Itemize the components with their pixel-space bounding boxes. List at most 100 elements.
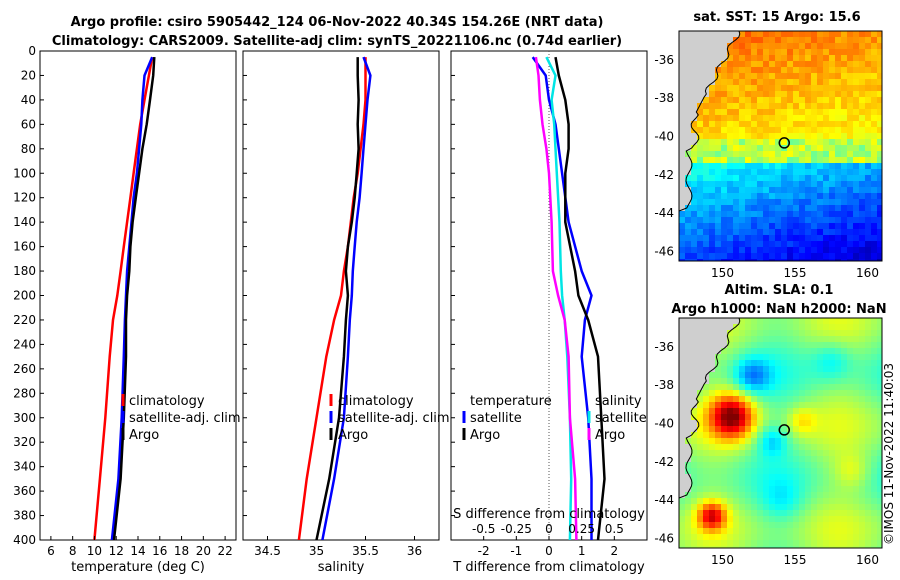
map-cell <box>679 534 686 541</box>
map-cell <box>697 241 704 248</box>
map-cell <box>799 217 806 224</box>
sal-legend-climatology-label: climatology <box>338 394 414 409</box>
map-cell <box>733 109 740 116</box>
map-cell <box>793 193 800 200</box>
map-cell <box>727 378 734 385</box>
map-cell <box>835 187 842 194</box>
map-cell <box>853 193 860 200</box>
map-cell <box>841 61 848 68</box>
map-cell <box>781 324 788 331</box>
map-cell <box>811 510 818 517</box>
map-cell <box>703 121 710 128</box>
map-cell <box>847 384 854 391</box>
sla-map-title-line2: Argo h1000: NaN h2000: NaN <box>671 302 886 317</box>
map-cell <box>769 121 776 128</box>
map-cell <box>805 217 812 224</box>
map-cell <box>691 253 698 260</box>
map-cell <box>817 175 824 182</box>
map-cell <box>817 474 824 481</box>
map-cell <box>835 73 842 80</box>
map-cell <box>811 79 818 86</box>
difference-plot-lines <box>531 51 606 540</box>
map-cell <box>805 450 812 457</box>
map-cell <box>739 444 746 451</box>
map-cell <box>745 181 752 188</box>
map-cell <box>775 342 782 349</box>
map-cell <box>685 414 692 421</box>
map-cell <box>865 217 872 224</box>
map-cell <box>823 163 830 170</box>
map-cell <box>685 133 692 140</box>
map-cell <box>883 223 890 230</box>
map-cell <box>799 348 806 355</box>
map-cell <box>883 37 890 44</box>
map-cell <box>733 55 740 62</box>
map-cell <box>853 498 860 505</box>
map-cell <box>805 97 812 104</box>
map-cell <box>733 235 740 242</box>
map-cell <box>859 396 866 403</box>
map-cell <box>835 109 842 116</box>
map-cell <box>691 175 698 182</box>
map-cell <box>823 462 830 469</box>
main-title-line2: Climatology: CARS2009. Satellite-adj cli… <box>52 34 622 49</box>
sst-map-title: sat. SST: 15 Argo: 15.6 <box>693 10 860 25</box>
map-cell <box>793 318 800 325</box>
map-cell <box>835 432 842 439</box>
map-cell <box>841 205 848 212</box>
map-cell <box>733 510 740 517</box>
map-cell <box>781 408 788 415</box>
map-cell <box>703 235 710 242</box>
map-cell <box>697 402 704 409</box>
map-cell <box>703 540 710 547</box>
map-cell <box>859 181 866 188</box>
map-cell <box>853 432 860 439</box>
map-cell <box>739 342 746 349</box>
map-cell <box>829 408 836 415</box>
map-cell <box>805 175 812 182</box>
map-cell <box>685 163 692 170</box>
map-cell <box>799 205 806 212</box>
map-cell <box>775 480 782 487</box>
map-cell <box>721 420 728 427</box>
map-cell <box>679 486 686 493</box>
map-cell <box>769 438 776 445</box>
map-cell <box>859 247 866 254</box>
map-cell <box>709 139 716 146</box>
map-cell <box>715 223 722 230</box>
map-cell <box>799 510 806 517</box>
map-cell <box>847 127 854 134</box>
map-cell <box>733 175 740 182</box>
map-cell <box>727 61 734 68</box>
map-cell <box>835 402 842 409</box>
map-cell <box>883 175 890 182</box>
map-cell <box>853 546 860 548</box>
map-cell <box>757 408 764 415</box>
map-cell <box>733 390 740 397</box>
map-cell <box>865 175 872 182</box>
map-cell <box>811 480 818 487</box>
map-cell <box>775 199 782 206</box>
map-cell <box>697 139 704 146</box>
map-cell <box>823 205 830 212</box>
map-cell <box>763 235 770 242</box>
map-cell <box>763 193 770 200</box>
map-cell <box>781 175 788 182</box>
map-cell <box>811 151 818 158</box>
map-cell <box>751 456 758 463</box>
map-cell <box>685 372 692 379</box>
map-cell <box>859 85 866 92</box>
map-cell <box>805 528 812 535</box>
map-cell <box>829 450 836 457</box>
map-cell <box>853 534 860 541</box>
map-cell <box>709 151 716 158</box>
map-cell <box>763 504 770 511</box>
map-cell <box>763 420 770 427</box>
map-cell <box>745 121 752 128</box>
map-cell <box>799 474 806 481</box>
map-cell <box>793 420 800 427</box>
map-cell <box>865 498 872 505</box>
map-cell <box>817 390 824 397</box>
map-cell <box>769 462 776 469</box>
map-cell <box>763 498 770 505</box>
